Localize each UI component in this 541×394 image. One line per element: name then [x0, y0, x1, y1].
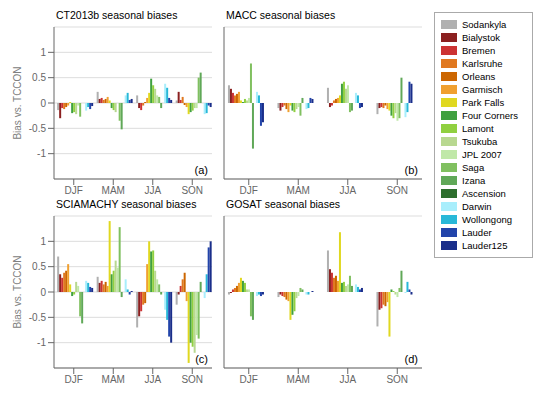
- html-text:SCIAMACHY seasonal biases: SCIAMACHY seasonal biases: [56, 198, 197, 210]
- svg-text:0.5: 0.5: [32, 72, 46, 83]
- svg-text:JJA: JJA: [144, 374, 161, 385]
- html-text:(b): (b): [404, 164, 418, 176]
- svg-text:Bias vs. TCCON: Bias vs. TCCON: [12, 255, 23, 328]
- html-text:Izana: Izana: [462, 175, 486, 186]
- svg-text:MAM: MAM: [102, 374, 125, 385]
- html-text:Ascension: Ascension: [462, 188, 506, 199]
- svg-text:1: 1: [40, 47, 46, 58]
- html-text:(d): (d): [404, 353, 418, 365]
- html-text:Bialystok: Bialystok: [462, 32, 500, 43]
- html-text:Orleans: Orleans: [462, 71, 496, 82]
- svg-text:DJF: DJF: [65, 185, 83, 196]
- html-text:Lauder125: Lauder125: [462, 240, 508, 251]
- html-text:Karlsruhe: Karlsruhe: [462, 58, 503, 69]
- svg-text:DJF: DJF: [65, 374, 83, 385]
- svg-text:0: 0: [40, 287, 46, 298]
- html-text:CT2013b seasonal biases: CT2013b seasonal biases: [56, 9, 178, 21]
- svg-text:-0.5: -0.5: [29, 123, 47, 134]
- html-text:Wollongong: Wollongong: [462, 214, 512, 225]
- html-text:Saga: Saga: [462, 162, 485, 173]
- svg-text:SON: SON: [386, 185, 408, 196]
- svg-text:-1: -1: [37, 337, 46, 348]
- svg-text:MAM: MAM: [287, 374, 310, 385]
- svg-text:-1: -1: [37, 148, 46, 159]
- html-text:JPL 2007: JPL 2007: [462, 149, 502, 160]
- svg-text:0.5: 0.5: [32, 261, 46, 272]
- html-text:Bremen: Bremen: [462, 45, 496, 56]
- html-text:Four Corners: Four Corners: [462, 110, 518, 121]
- svg-text:MAM: MAM: [102, 185, 125, 196]
- svg-text:DJF: DJF: [240, 374, 258, 385]
- svg-text:DJF: DJF: [240, 185, 258, 196]
- html-text:Garmisch: Garmisch: [462, 84, 503, 95]
- svg-text:1: 1: [40, 236, 46, 247]
- svg-text:Bias vs. TCCON: Bias vs. TCCON: [12, 66, 23, 139]
- svg-text:0: 0: [40, 98, 46, 109]
- html-text:Lamont: Lamont: [462, 123, 494, 134]
- html-text:GOSAT seasonal biases: GOSAT seasonal biases: [226, 198, 340, 210]
- svg-text:MAM: MAM: [287, 185, 310, 196]
- svg-text:JJA: JJA: [144, 185, 161, 196]
- html-text:Darwin: Darwin: [462, 201, 492, 212]
- html-text:(c): (c): [195, 353, 208, 365]
- svg-text:JJA: JJA: [339, 185, 356, 196]
- svg-text:SON: SON: [181, 374, 203, 385]
- html-text:Park Falls: Park Falls: [462, 97, 505, 108]
- svg-text:SON: SON: [181, 185, 203, 196]
- svg-text:JJA: JJA: [339, 374, 356, 385]
- svg-text:SON: SON: [386, 374, 408, 385]
- html-text:MACC seasonal biases: MACC seasonal biases: [226, 9, 336, 21]
- html-text:Tsukuba: Tsukuba: [462, 136, 498, 147]
- html-text:(a): (a): [194, 164, 208, 176]
- html-text:Lauder: Lauder: [462, 227, 492, 238]
- html-text:Sodankyla: Sodankyla: [462, 19, 507, 30]
- svg-text:-0.5: -0.5: [29, 312, 47, 323]
